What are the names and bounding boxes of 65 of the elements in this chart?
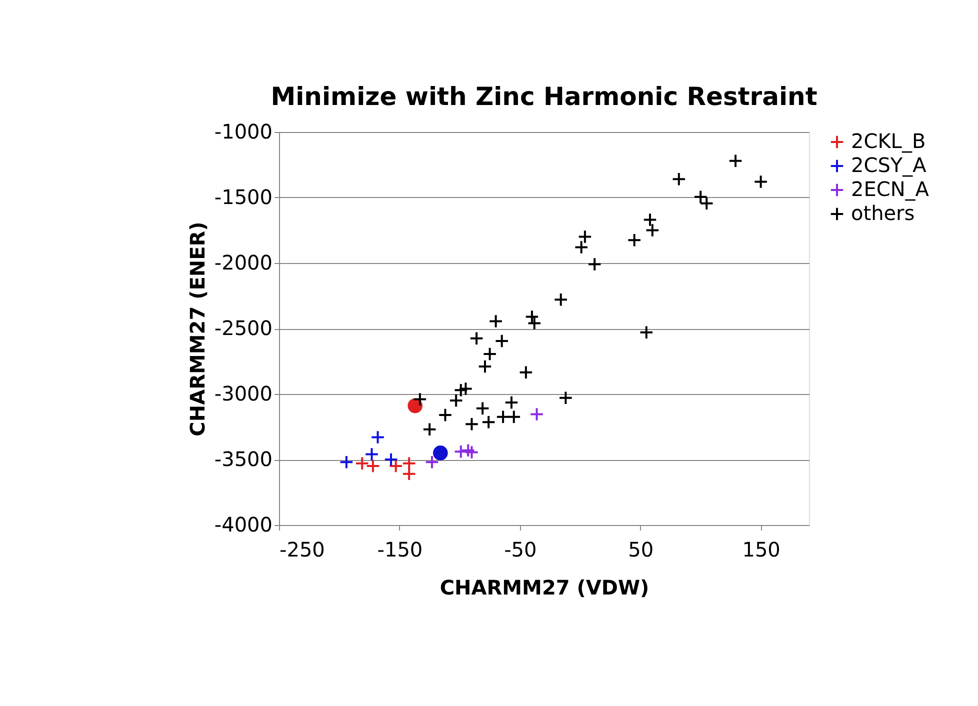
point [460,443,476,458]
legend-label: 2ECN_A [851,177,930,201]
point [639,325,654,340]
point [432,446,448,460]
y-tick-label: -3500 [214,447,272,471]
point [454,444,468,459]
y-tick-label: -4000 [214,512,272,536]
legend-label: 2CKL_B [851,129,926,153]
point [354,456,370,471]
x-tick-label: -150 [377,538,423,562]
point [578,230,592,244]
y-tick-label: -1000 [214,120,272,144]
point [728,154,743,168]
y-tick-label: -1500 [214,185,272,209]
point [402,466,416,482]
point [370,430,385,444]
point [366,458,380,474]
point [454,382,468,398]
point [339,454,354,470]
point [364,447,379,462]
point [558,390,573,406]
point [388,458,403,474]
y-tick-label: -2000 [214,250,272,274]
point [424,454,440,470]
point [645,223,660,238]
x-tick-label: -250 [280,538,325,562]
point [672,172,686,186]
x-tick-label: 50 [628,538,654,562]
point [475,401,490,416]
point [408,398,423,414]
y-axis-title: CHARMM27 (ENER) [185,222,210,436]
x-tick-label: 150 [742,538,780,562]
point [402,456,416,471]
x-axis-title: CHARMM27 (VDW) [440,576,650,600]
point [448,393,464,408]
point [469,331,484,346]
point [518,365,534,380]
point [554,292,568,307]
point [627,232,642,248]
point [464,417,479,432]
point [488,314,503,328]
point [587,257,602,272]
point [422,422,437,436]
point [574,240,588,254]
point [482,346,497,362]
y-tick-label: -3000 [214,382,272,406]
point [464,445,479,460]
point [642,212,658,227]
point [384,452,398,467]
point [754,174,768,189]
point [438,408,452,422]
point [481,415,496,430]
chart-title: Minimize with Zinc Harmonic Restraint [270,82,818,111]
legend-label: 2CSY_A [851,153,927,177]
x-tick-label: -50 [504,538,537,562]
point [504,395,519,410]
y-tick-label: -2500 [214,316,272,340]
point [494,334,509,348]
point [506,410,522,424]
point [530,407,544,422]
point [478,359,492,374]
legend-label: others [851,201,915,225]
point [496,410,510,424]
point [412,392,428,406]
point [458,382,473,396]
